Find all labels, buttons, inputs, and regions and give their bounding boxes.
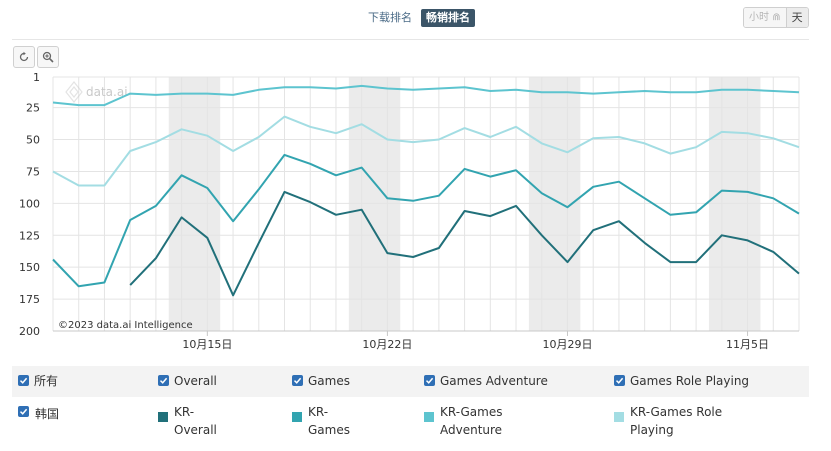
y-tick-label: 100	[19, 197, 40, 210]
data-ai-logo-icon	[65, 81, 83, 103]
y-tick-label: 50	[26, 134, 40, 147]
checkbox-checked-icon	[18, 406, 29, 417]
legend-metric-label: Games Role Playing	[630, 374, 750, 388]
weekend-band	[168, 77, 221, 331]
y-tick-label: 200	[19, 325, 40, 338]
y-tick-label: 125	[19, 229, 40, 242]
header-divider	[12, 39, 809, 40]
zoom-button[interactable]	[37, 46, 59, 68]
granularity-day-button[interactable]: 天	[785, 8, 808, 27]
watermark-logo	[65, 81, 83, 103]
x-tick-label: 11月5日	[726, 338, 769, 351]
legend-series-label: KR-Overall	[174, 405, 217, 437]
granularity-hour-button[interactable]: 小时 ⋒	[744, 8, 786, 27]
y-tick-label: 1	[33, 71, 40, 84]
series-line-kr-overall	[129, 190, 800, 297]
reset-icon	[19, 51, 29, 62]
legend-metric-games-role-playing[interactable]: Games Role Playing	[614, 374, 750, 390]
series-line-kr-games	[52, 153, 800, 288]
legend-country-checkbox-item[interactable]: 韩国	[18, 406, 59, 423]
legend-swatch	[158, 412, 168, 422]
series-line-kr-games-role-playing	[52, 115, 800, 187]
tab-downloads-ranking[interactable]: 下载排名	[368, 11, 412, 24]
legend-metric-row	[12, 366, 809, 397]
y-tick-label: 175	[19, 293, 40, 306]
legend-all-checkbox-item[interactable]: 所有	[18, 374, 59, 390]
checkbox-checked-icon	[614, 375, 625, 386]
legend-country-label: 韩国	[35, 407, 60, 421]
granularity-hour-label: 小时	[749, 12, 769, 23]
legend-metric-games-adventure[interactable]: Games Adventure	[424, 374, 548, 390]
checkbox-checked-icon	[424, 375, 435, 386]
granularity-toggle: 小时 ⋒ 天	[743, 7, 809, 28]
ranking-type-tabs: 下载排名 畅销排名	[363, 9, 475, 27]
legend-series-kr-games[interactable]: KR-Games	[292, 403, 402, 439]
checkbox-checked-icon	[158, 375, 169, 386]
copyright-text: ©2023 data.ai Intelligence	[58, 320, 193, 331]
legend-all-label: 所有	[34, 374, 59, 388]
y-tick-label: 75	[26, 165, 40, 178]
reset-zoom-button[interactable]	[13, 46, 35, 68]
y-tick-label: 25	[26, 102, 40, 115]
legend-series-label: KR-Games Adventure	[440, 405, 503, 437]
legend-metric-label: Overall	[174, 374, 217, 388]
legend-metric-overall[interactable]: Overall	[158, 374, 217, 390]
legend-swatch	[424, 412, 434, 422]
series-line-kr-games-adventure	[52, 84, 800, 107]
legend-series-label: KR-Games	[308, 405, 350, 437]
lock-icon: ⋒	[772, 12, 781, 23]
checkbox-checked-icon	[18, 375, 29, 386]
legend-series-label: KR-Games Role Playing	[630, 405, 723, 437]
legend-metric-games[interactable]: Games	[292, 374, 350, 390]
checkbox-checked-icon	[292, 375, 303, 386]
weekend-band	[348, 77, 401, 331]
y-tick-label: 150	[19, 261, 40, 274]
legend-series-kr-games-role-playing[interactable]: KR-Games Role Playing	[614, 403, 764, 439]
watermark-text: data.ai	[86, 85, 128, 99]
legend-series-kr-games-adventure[interactable]: KR-Games Adventure	[424, 403, 574, 439]
x-tick-label: 10月15日	[182, 338, 232, 351]
legend-metric-label: Games	[308, 374, 350, 388]
legend-series-kr-overall[interactable]: KR-Overall	[158, 403, 268, 439]
x-tick-label: 10月29日	[542, 338, 592, 351]
x-tick-label: 10月22日	[362, 338, 412, 351]
legend-swatch	[292, 412, 302, 422]
legend-metric-label: Games Adventure	[440, 374, 548, 388]
legend-swatch	[614, 412, 624, 422]
zoom-icon	[42, 51, 54, 63]
weekend-band	[708, 77, 761, 331]
tab-revenue-ranking[interactable]: 畅销排名	[421, 9, 475, 27]
